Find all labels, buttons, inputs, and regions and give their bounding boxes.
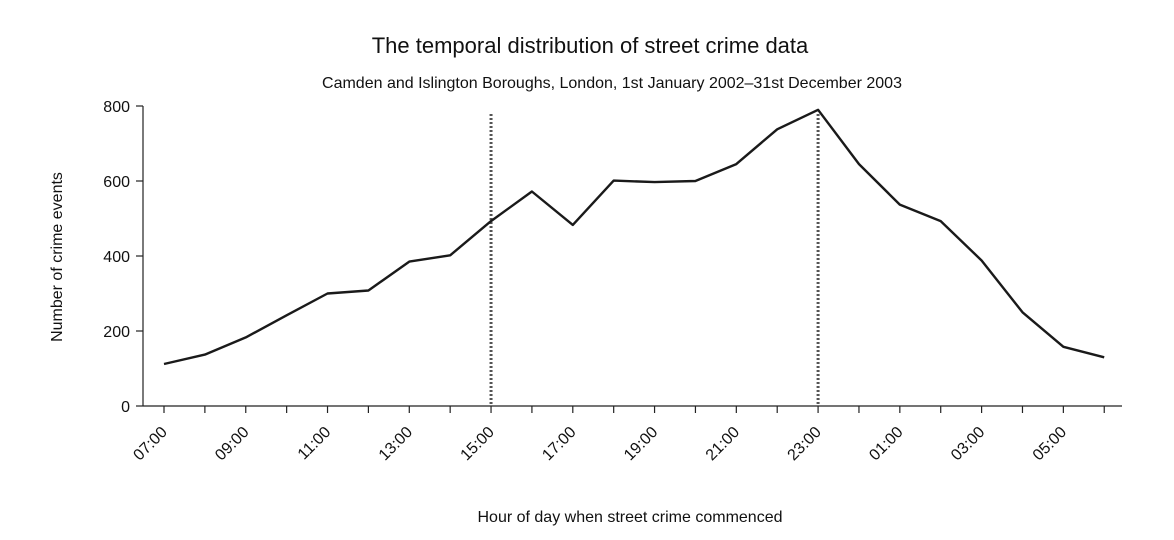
x-tick-label: 17:00 <box>539 424 579 464</box>
y-axis-label: Number of crime events <box>49 172 66 342</box>
x-tick-label: 13:00 <box>376 424 416 464</box>
chart-subtitle: Camden and Islington Boroughs, London, 1… <box>322 75 902 92</box>
chart-title: The temporal distribution of street crim… <box>372 33 809 58</box>
series-line-crime-events <box>163 108 1105 366</box>
vertical-markers <box>489 114 820 406</box>
x-tick-label: 03:00 <box>948 424 988 464</box>
x-tick-label: 01:00 <box>866 424 906 464</box>
y-tick-label: 800 <box>103 99 130 116</box>
y-tick-label: 600 <box>103 174 130 191</box>
x-tick-label: 11:00 <box>295 424 335 464</box>
x-tick-label: 23:00 <box>785 424 825 464</box>
x-tick-label: 21:00 <box>703 424 743 464</box>
x-axis-label: Hour of day when street crime commenced <box>477 509 782 526</box>
x-tick-label: 15:00 <box>458 424 498 464</box>
y-axis-ticks: 0 200 400 600 800 <box>103 99 143 416</box>
x-axis-ticks: 07:00 09:00 11:00 13:00 15:00 17:00 19:00 21:00… <box>130 406 1105 464</box>
y-tick-label: 200 <box>103 324 130 341</box>
y-tick-label: 0 <box>121 399 130 416</box>
x-tick-label: 19:00 <box>621 424 661 464</box>
y-tick-label: 400 <box>103 249 130 266</box>
x-tick-label: 09:00 <box>212 424 252 464</box>
x-tick-label: 05:00 <box>1030 424 1070 464</box>
x-tick-label: 07:00 <box>130 424 170 464</box>
plot-area <box>163 108 1105 366</box>
